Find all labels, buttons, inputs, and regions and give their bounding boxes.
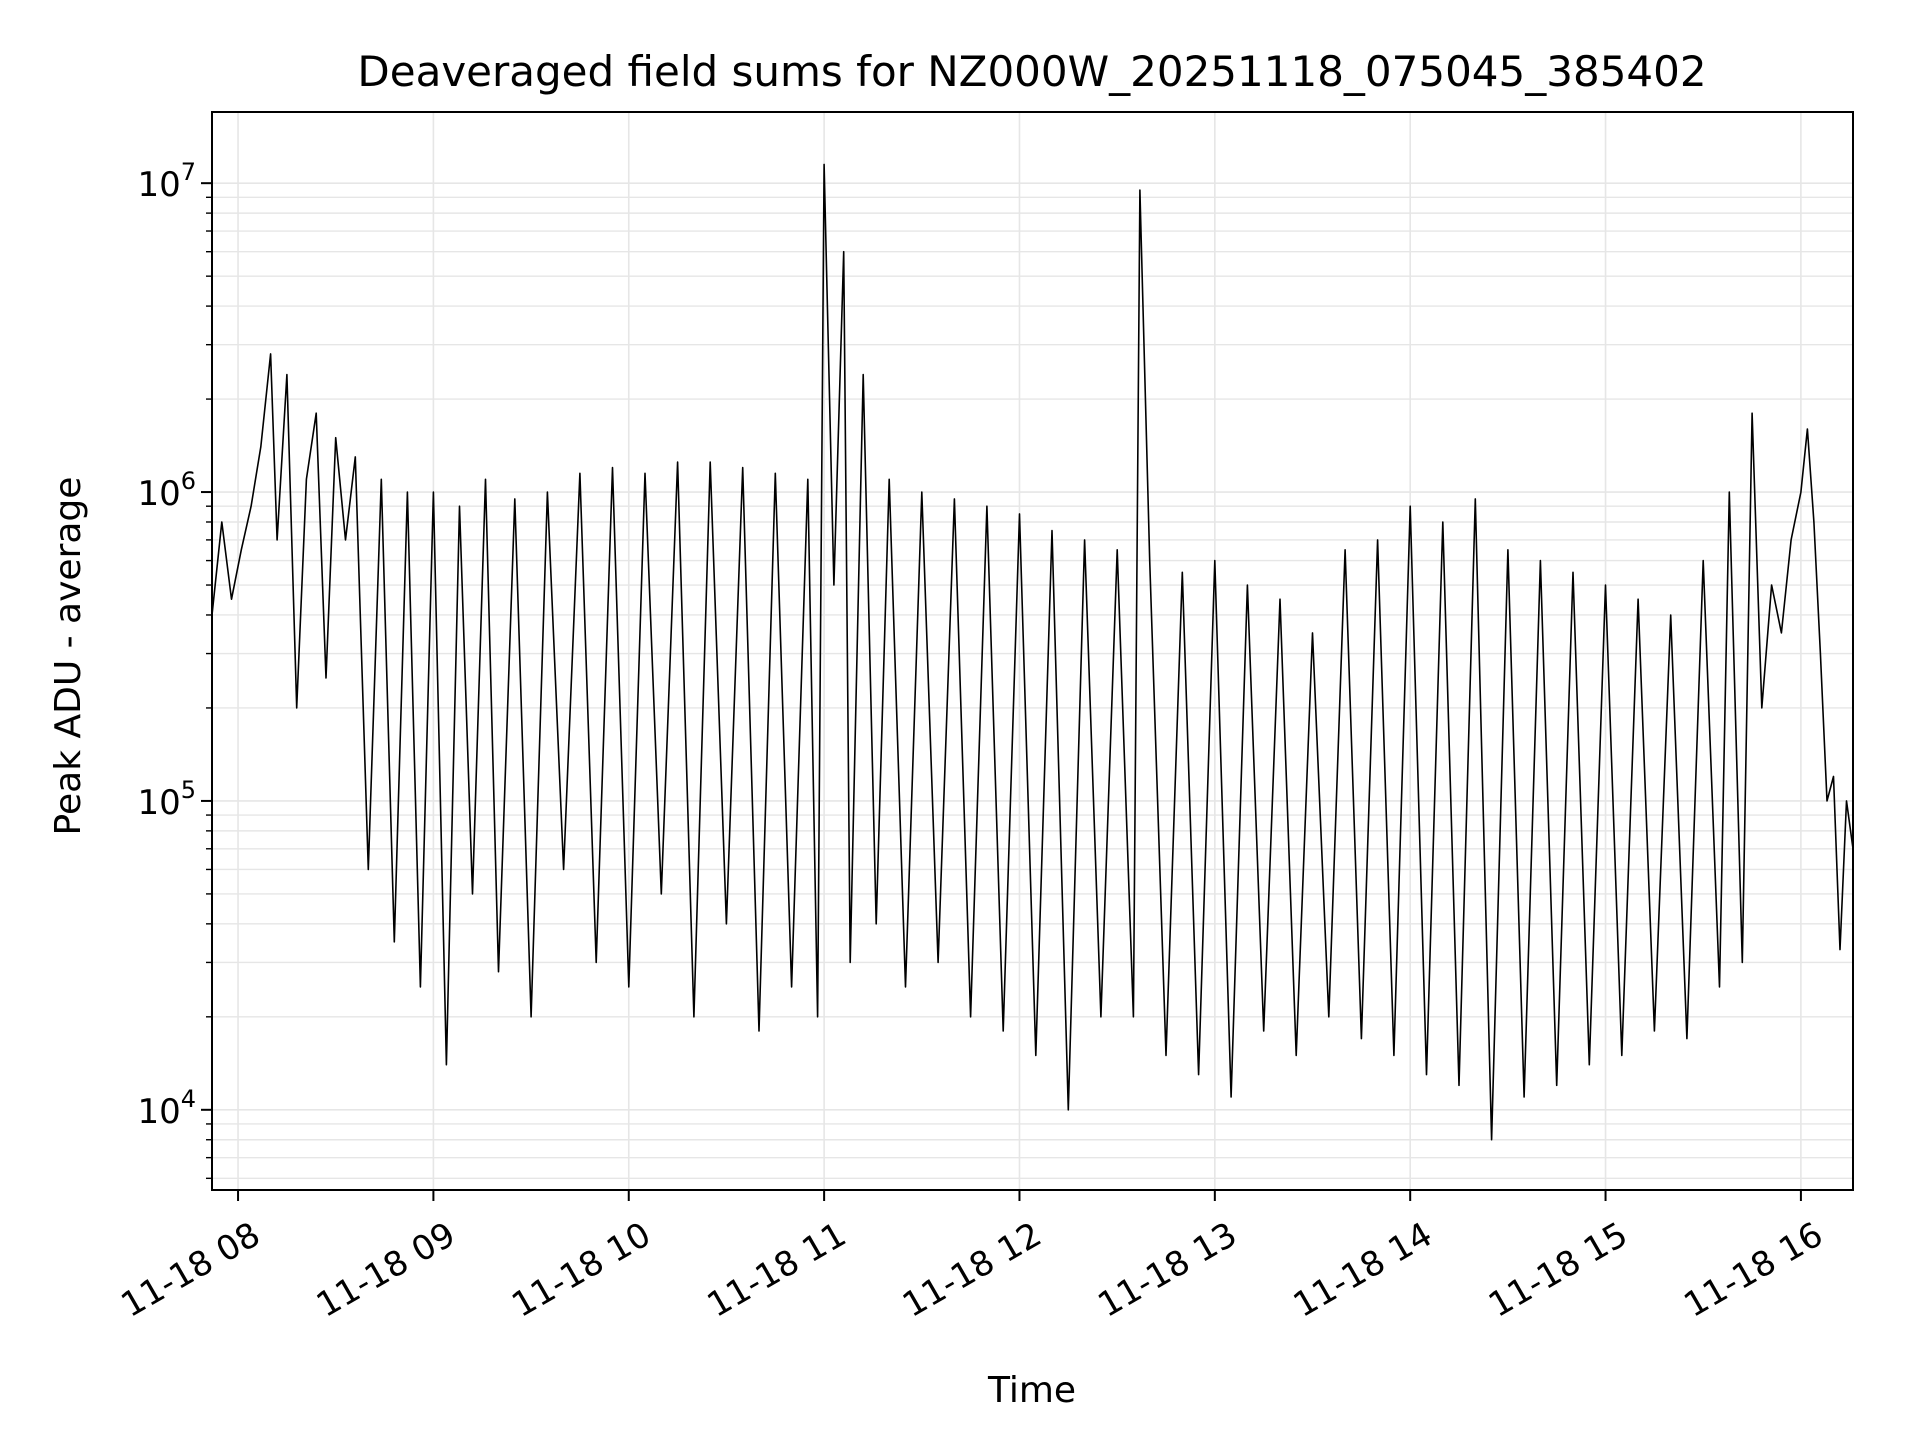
y-tick-label-exponent: 5 [181, 776, 196, 804]
y-tick-label: 105 [137, 776, 196, 823]
y-tick-label-base: 10 [137, 1092, 180, 1132]
y-tick-label: 107 [137, 158, 196, 205]
grid-lines [212, 112, 1853, 1190]
series-line-0 [212, 163, 1853, 1141]
y-tick-label: 106 [137, 467, 196, 514]
x-axis-label: Time [987, 1370, 1076, 1411]
y-tick-label-base: 10 [137, 165, 180, 205]
y-tick-label-base: 10 [137, 783, 180, 823]
y-axis-label: Peak ADU - average [48, 477, 89, 836]
series-layer [212, 163, 1853, 1141]
y-tick-label-exponent: 7 [181, 158, 196, 186]
y-tick-label: 104 [137, 1085, 196, 1132]
y-tick-label-base: 10 [137, 474, 180, 514]
y-tick-label-exponent: 6 [181, 467, 196, 495]
y-tick-label-exponent: 4 [181, 1085, 196, 1113]
chart-title: Deaveraged field sums for NZ000W_2025111… [357, 47, 1706, 96]
plot-frame [211, 111, 1854, 1191]
